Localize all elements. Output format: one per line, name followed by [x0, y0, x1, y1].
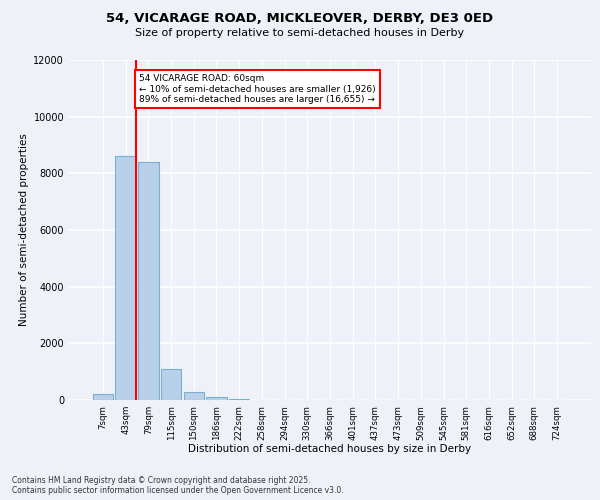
- Text: Size of property relative to semi-detached houses in Derby: Size of property relative to semi-detach…: [136, 28, 464, 38]
- Bar: [161, 369, 181, 400]
- Text: 54 VICARAGE ROAD: 60sqm
← 10% of semi-detached houses are smaller (1,926)
89% of: 54 VICARAGE ROAD: 60sqm ← 10% of semi-de…: [139, 74, 376, 104]
- Text: Contains HM Land Registry data © Crown copyright and database right 2025.
Contai: Contains HM Land Registry data © Crown c…: [12, 476, 344, 495]
- Bar: [229, 399, 250, 400]
- Bar: [184, 392, 204, 400]
- Bar: [93, 394, 113, 400]
- Y-axis label: Number of semi-detached properties: Number of semi-detached properties: [19, 134, 29, 326]
- Bar: [206, 397, 227, 400]
- X-axis label: Distribution of semi-detached houses by size in Derby: Distribution of semi-detached houses by …: [188, 444, 472, 454]
- Bar: [115, 156, 136, 400]
- Bar: [138, 162, 158, 400]
- Text: 54, VICARAGE ROAD, MICKLEOVER, DERBY, DE3 0ED: 54, VICARAGE ROAD, MICKLEOVER, DERBY, DE…: [106, 12, 494, 26]
